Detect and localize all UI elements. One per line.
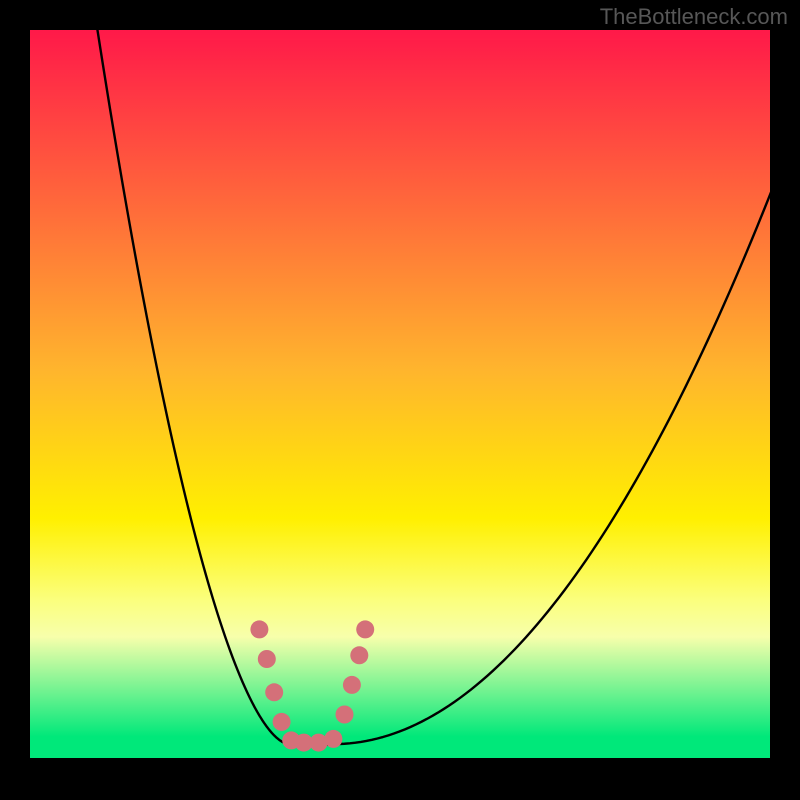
marker-dot [273,713,291,731]
marker-dot [336,706,354,724]
gradient-plot-area [30,30,770,770]
marker-dot [356,620,374,638]
marker-dot [250,620,268,638]
marker-dot [258,650,276,668]
marker-dot [265,683,283,701]
marker-dot [343,676,361,694]
marker-dot [350,646,368,664]
watermark-text: TheBottleneck.com [600,4,788,30]
bottleneck-curve-chart [0,0,800,800]
chart-frame: TheBottleneck.com [0,0,800,800]
bottom-strip [30,758,770,770]
marker-dot [324,730,342,748]
